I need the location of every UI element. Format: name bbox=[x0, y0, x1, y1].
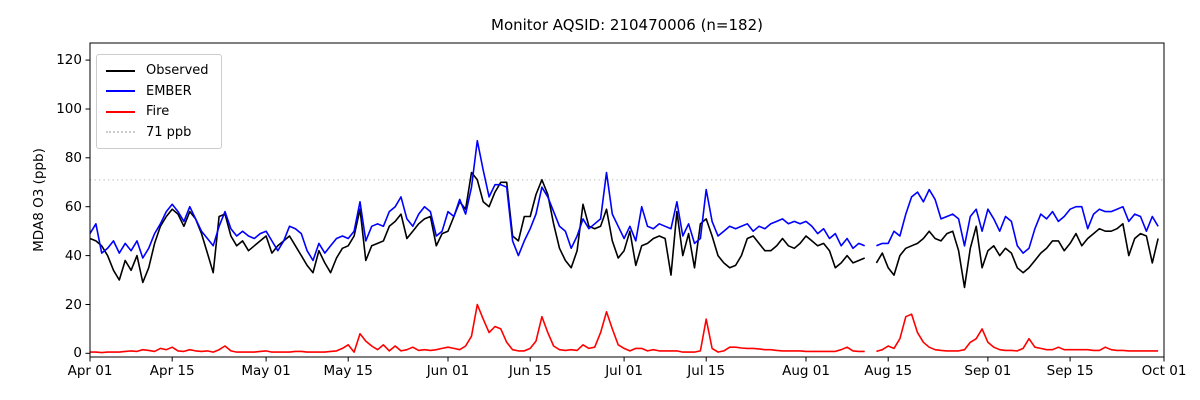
y-tick-label: 20 bbox=[64, 296, 82, 313]
x-tick-label: Jul 15 bbox=[687, 363, 726, 379]
x-tick-label: Apr 01 bbox=[67, 363, 113, 379]
x-tick-label: Sep 01 bbox=[964, 363, 1012, 379]
legend: Observed EMBER Fire 71 ppb bbox=[96, 54, 222, 149]
x-tick-label: Aug 01 bbox=[782, 363, 830, 379]
legend-item-observed: Observed bbox=[106, 61, 209, 81]
y-tick-label: 60 bbox=[64, 198, 82, 215]
legend-line-sample bbox=[106, 110, 135, 113]
x-tick-label: Jun 01 bbox=[426, 363, 470, 379]
legend-item-ember: EMBER bbox=[106, 82, 209, 102]
y-tick-label: 80 bbox=[64, 149, 82, 166]
series-fire-line bbox=[90, 303, 1159, 354]
legend-item-label: EMBER bbox=[146, 83, 192, 99]
chart-title: Monitor AQSID: 210470006 (n=182) bbox=[491, 16, 763, 34]
x-tick-label: May 15 bbox=[323, 363, 373, 379]
x-tick-label: Sep 15 bbox=[1046, 363, 1094, 379]
series-observed-line bbox=[89, 171, 1159, 289]
x-tick-label: Aug 15 bbox=[864, 363, 913, 379]
x-tick-label: May 01 bbox=[241, 363, 291, 379]
legend-item-71-ppb: 71 ppb bbox=[106, 123, 209, 143]
y-tick-label: 40 bbox=[64, 247, 82, 264]
x-tick-label: Jul 01 bbox=[605, 363, 643, 379]
y-tick-label: 120 bbox=[56, 52, 82, 69]
legend-line-sample bbox=[106, 90, 135, 93]
legend-line-sample bbox=[106, 131, 135, 134]
x-tick-label: Oct 01 bbox=[1141, 363, 1187, 379]
legend-item-fire: Fire bbox=[106, 102, 209, 122]
legend-line-sample bbox=[106, 69, 135, 72]
y-tick-label: 100 bbox=[56, 101, 82, 117]
legend-item-label: Fire bbox=[146, 104, 170, 120]
legend-item-label: Observed bbox=[146, 63, 209, 79]
legend-item-label: 71 ppb bbox=[146, 124, 192, 140]
axes-frame bbox=[89, 42, 1165, 358]
x-tick-label: Jun 15 bbox=[508, 363, 552, 379]
y-tick-label: 0 bbox=[73, 345, 82, 362]
series-ember-line bbox=[89, 139, 1159, 262]
x-tick-label: Apr 15 bbox=[149, 363, 195, 379]
